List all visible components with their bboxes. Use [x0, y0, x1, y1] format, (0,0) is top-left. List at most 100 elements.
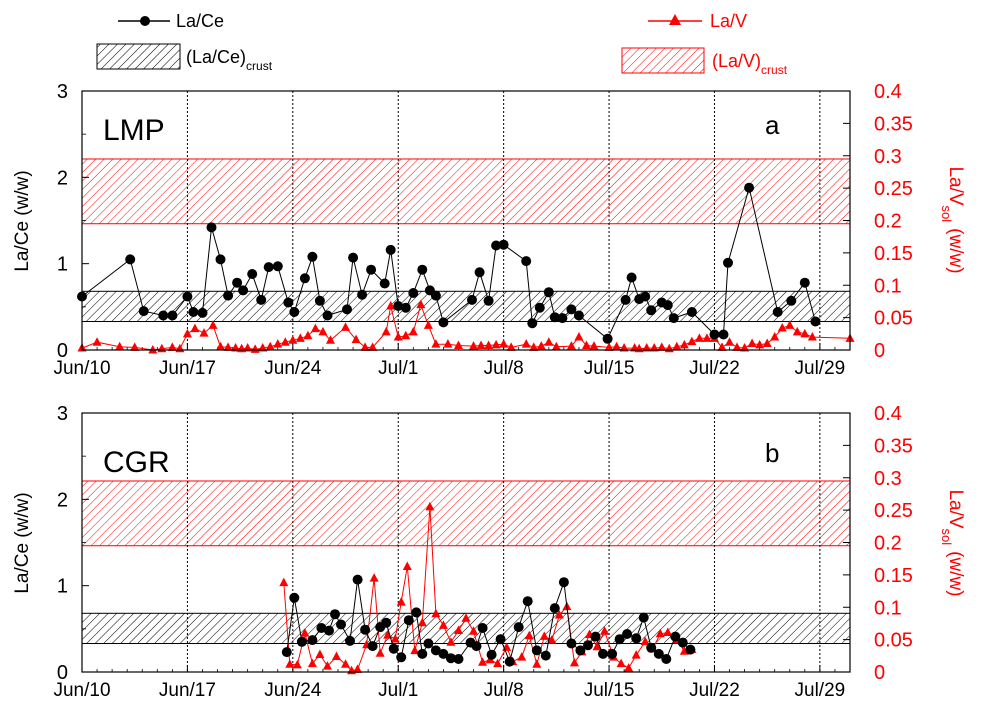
- lace-point-b-20: [430, 645, 441, 656]
- lav-point-a-37: [416, 299, 426, 309]
- lace-point-a-2: [138, 306, 149, 317]
- lace-point-b-29: [504, 656, 515, 667]
- ytick-right-label-b-2: 0.1: [874, 597, 902, 619]
- lace-point-a-42: [527, 318, 538, 329]
- lav-point-b-45: [616, 658, 626, 668]
- lav-point-a-43: [476, 340, 486, 349]
- lav-point-a-12: [216, 341, 226, 351]
- lav-point-a-56: [589, 341, 599, 350]
- lace-point-b-13: [381, 617, 392, 628]
- lace-point-b-27: [486, 649, 497, 660]
- panel-label-cgr: CGR: [103, 446, 170, 479]
- lace-point-b-3: [307, 635, 318, 646]
- lace-point-b-34: [549, 603, 560, 614]
- lace-point-a-24: [348, 252, 359, 263]
- lav-point-a-17: [250, 344, 260, 353]
- lav-point-a-70: [702, 333, 712, 342]
- lav-point-a-6: [167, 342, 177, 351]
- lav-point-a-49: [529, 342, 539, 351]
- lav-point-a-28: [341, 322, 351, 331]
- lace-point-a-40: [498, 239, 509, 250]
- lace-point-a-13: [247, 269, 258, 279]
- lav-point-b-5: [315, 649, 325, 659]
- lace-point-a-32: [417, 264, 428, 275]
- lace-point-b-44: [631, 633, 642, 644]
- lace-point-a-54: [646, 305, 657, 316]
- legend-lace-crust-swatch: [96, 43, 181, 70]
- plot-frame-b: [81, 412, 851, 673]
- lace-point-b-14: [388, 643, 399, 654]
- lace-point-a-47: [566, 304, 577, 315]
- ytick-right-label-b-1: 0.05: [874, 630, 913, 652]
- lav-point-a-54: [574, 332, 584, 341]
- lav-point-b-3: [300, 628, 310, 637]
- lace-point-a-57: [668, 313, 679, 324]
- lace-point-a-63: [772, 307, 783, 317]
- xtick-label-b-6: Jul/22: [689, 680, 740, 701]
- lav-point-b-35: [539, 631, 549, 640]
- lace-point-a-14: [256, 294, 267, 305]
- lav-point-a-76: [747, 338, 757, 348]
- xtick-label-b-3: Jul/1: [378, 680, 418, 701]
- xtick-label-a-3: Jul/1: [378, 358, 418, 379]
- lace-point-b-40: [598, 648, 608, 659]
- xtick-label-b-1: Jun/17: [159, 680, 216, 701]
- lace-point-a-48: [573, 310, 584, 321]
- lace-point-b-2: [296, 636, 307, 647]
- legend-lav-crust-swatch: [621, 47, 705, 74]
- lace-point-a-5: [182, 291, 193, 302]
- lace-point-a-29: [393, 301, 404, 311]
- lav-point-a-24: [303, 330, 313, 340]
- ylabel-left-a: La/Ce (w/w): [12, 170, 33, 271]
- lav-point-a-13: [223, 342, 233, 351]
- lav-point-b-19: [417, 617, 427, 627]
- lace-point-a-51: [626, 272, 637, 283]
- lace-point-b-51: [685, 644, 696, 655]
- ytick-right-label-a-1: 0.05: [874, 308, 913, 330]
- ytick-right-label-a-2: 0.1: [874, 275, 902, 297]
- legend-lace-marker: [140, 16, 150, 26]
- xtick-label-b-5: Jul/15: [584, 680, 635, 701]
- lace-point-a-12: [238, 285, 249, 296]
- lace-point-a-66: [810, 316, 821, 327]
- lav-point-a-73: [725, 337, 735, 346]
- legend-lav-label: La/V: [710, 11, 747, 31]
- lace-point-a-64: [786, 295, 797, 306]
- lav-point-b-42: [592, 641, 602, 651]
- lace-point-b-30: [513, 622, 524, 633]
- lace-point-a-60: [718, 329, 729, 340]
- lav-point-b-34: [532, 659, 542, 668]
- lace-point-a-21: [314, 295, 325, 306]
- lace-point-a-22: [322, 310, 333, 321]
- lace-point-b-15: [396, 652, 407, 663]
- lace-point-a-39: [491, 240, 502, 251]
- lav-point-b-6: [322, 661, 332, 670]
- lace-point-a-38: [483, 295, 494, 306]
- lav-point-a-66: [672, 341, 682, 351]
- ytick-right-label-a-7: 0.35: [874, 113, 913, 135]
- lace-point-b-28: [495, 634, 506, 645]
- lav-point-b-36: [547, 635, 557, 644]
- lace-point-a-26: [366, 264, 377, 275]
- ytick-left-label-a-2: 2: [57, 167, 68, 189]
- lace-point-b-46: [646, 642, 657, 653]
- lace-point-b-33: [540, 650, 551, 661]
- lav-point-a-3: [130, 342, 140, 351]
- lav-point-a-77: [755, 339, 765, 349]
- lace-point-a-61: [723, 257, 733, 268]
- lav-point-b-15: [390, 633, 400, 643]
- lav-point-a-50: [536, 341, 546, 350]
- lav-point-b-10: [353, 664, 363, 673]
- lace-point-a-27: [379, 278, 390, 289]
- ytick-right-label-b-7: 0.35: [874, 435, 913, 457]
- lav-point-a-23: [295, 333, 305, 342]
- lav-point-b-32: [517, 652, 527, 661]
- lav-point-a-30: [360, 342, 370, 351]
- lace-point-b-36: [566, 638, 577, 649]
- lav-point-a-9: [190, 323, 200, 333]
- lav-point-a-10: [199, 328, 209, 337]
- lav-point-b-1: [285, 659, 295, 668]
- lace-point-a-34: [430, 290, 441, 301]
- lav-point-b-17: [402, 561, 412, 570]
- lav-point-a-26: [318, 326, 328, 336]
